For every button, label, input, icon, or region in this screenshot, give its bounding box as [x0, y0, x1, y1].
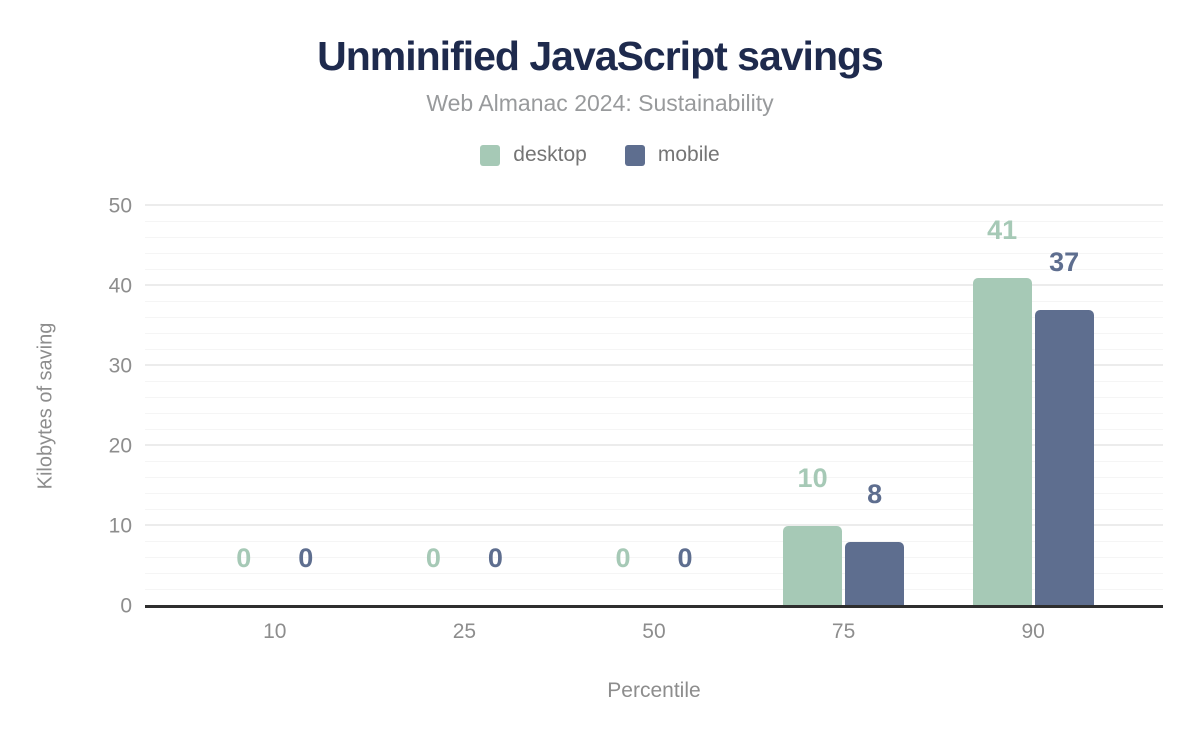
plot-area: 0 0 0 0 0 0 10 8 41 37 [145, 204, 1163, 608]
x-tick-10: 10 [263, 620, 287, 643]
y-tick-30: 30 [108, 354, 132, 378]
y-axis-ticks: 0 10 20 30 40 50 [0, 196, 132, 617]
value-label-desktop-p25: 0 [425, 543, 441, 573]
y-tick-0: 0 [120, 594, 132, 618]
gridline-minor-12 [145, 508, 1163, 510]
gridline-minor-18 [145, 460, 1163, 462]
x-axis-line [145, 605, 1163, 608]
gridline-minor-14 [145, 492, 1163, 494]
gridline-major-20 [145, 444, 1163, 446]
gridline-major-10 [145, 524, 1163, 526]
gridline-minor-46 [145, 236, 1163, 238]
category-band-90: 41 37 [938, 206, 1128, 606]
x-tick-50: 50 [642, 620, 666, 643]
gridline-minor-34 [145, 332, 1163, 334]
gridline-minor-48 [145, 220, 1163, 222]
gridline-minor-6 [145, 556, 1163, 558]
legend-item-mobile: mobile [624, 143, 720, 167]
category-band-75: 10 8 [749, 206, 939, 606]
value-label-desktop-p75: 10 [797, 463, 828, 493]
gridline-minor-32 [145, 348, 1163, 350]
value-label-mobile-p90: 37 [1049, 247, 1080, 277]
gridline-minor-8 [145, 540, 1163, 542]
legend: desktop mobile [0, 143, 1200, 167]
gridline-major-50 [145, 204, 1163, 206]
gridline-minor-28 [145, 380, 1163, 382]
gridline-minor-38 [145, 300, 1163, 302]
gridline-minor-16 [145, 476, 1163, 478]
legend-label-mobile: mobile [657, 143, 720, 166]
value-label-mobile-p10: 0 [298, 543, 314, 573]
gridline-minor-26 [145, 396, 1163, 398]
gridline-major-30 [145, 364, 1163, 366]
gridline-minor-4 [145, 572, 1163, 574]
bar-desktop-p90[interactable]: 41 [972, 217, 1032, 606]
y-tick-10: 10 [108, 514, 132, 538]
value-label-mobile-p25: 0 [487, 543, 503, 573]
value-label-mobile-p50: 0 [677, 543, 693, 573]
gridline-minor-2 [145, 588, 1163, 590]
x-tick-75: 75 [831, 620, 856, 643]
bar-mobile-p75[interactable]: 8 [845, 481, 905, 606]
y-tick-50: 50 [108, 194, 132, 218]
gridline-minor-36 [145, 316, 1163, 318]
legend-swatch-mobile [624, 144, 645, 166]
value-label-desktop-p10: 0 [236, 543, 252, 573]
y-tick-40: 40 [108, 274, 132, 298]
legend-label-desktop: desktop [513, 143, 587, 166]
x-tick-25: 25 [452, 620, 477, 643]
bar-desktop-p75[interactable]: 10 [783, 465, 843, 606]
x-axis-ticks: 10 25 50 75 90 [145, 620, 1163, 644]
gridline-minor-42 [145, 268, 1163, 270]
gridline-minor-24 [145, 412, 1163, 414]
legend-swatch-desktop [480, 144, 501, 166]
x-tick-90: 90 [1021, 620, 1045, 643]
y-tick-20: 20 [108, 434, 132, 458]
gridline-minor-44 [145, 252, 1163, 254]
gridline-minor-22 [145, 428, 1163, 430]
chart-subtitle: Web Almanac 2024: Sustainability [426, 90, 774, 116]
value-label-desktop-p90: 41 [987, 215, 1018, 245]
value-label-mobile-p75: 8 [867, 479, 883, 509]
x-axis-title: Percentile [607, 679, 701, 702]
chart-title: Unminified JavaScript savings [317, 33, 884, 79]
bar-mobile-p90[interactable]: 37 [1034, 249, 1094, 606]
gridline-major-40 [145, 284, 1163, 286]
value-label-desktop-p50: 0 [615, 543, 631, 573]
legend-item-desktop: desktop [480, 143, 587, 167]
